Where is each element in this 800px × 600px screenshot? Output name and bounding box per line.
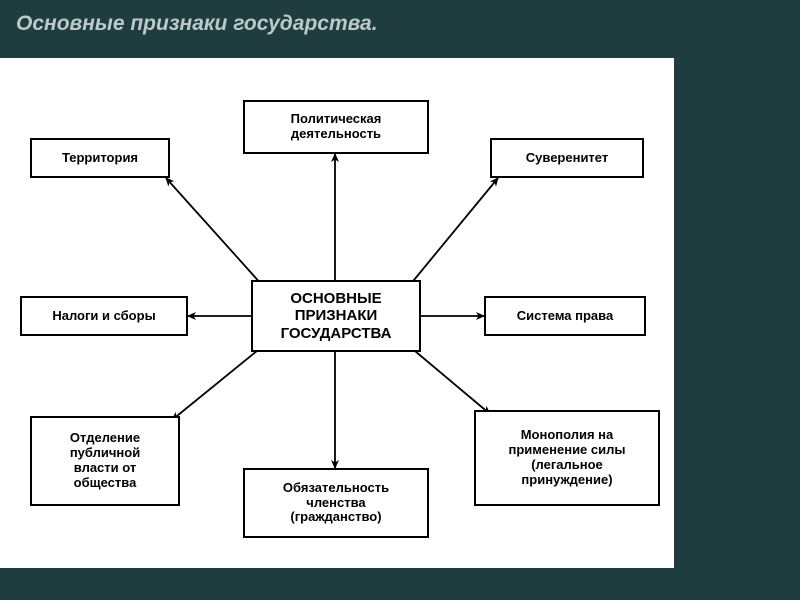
edge-separation	[172, 346, 263, 420]
node-separation: Отделениепубличнойвласти отобщества	[30, 416, 180, 506]
edge-sovereignty	[409, 178, 498, 286]
edge-territory	[166, 178, 263, 286]
slide: Основные признаки государства. ОСНОВНЫЕП…	[0, 0, 800, 600]
slide-title: Основные признаки государства.	[0, 0, 800, 48]
diagram-area: ОСНОВНЫЕПРИЗНАКИГОСУДАРСТВА Территория По…	[0, 58, 674, 568]
node-lawsystem: Система права	[484, 296, 646, 336]
node-taxes: Налоги и сборы	[20, 296, 188, 336]
node-membership: Обязательностьчленства(гражданство)	[243, 468, 429, 538]
node-sovereignty: Суверенитет	[490, 138, 644, 178]
center-node: ОСНОВНЫЕПРИЗНАКИГОСУДАРСТВА	[251, 280, 421, 352]
node-territory: Территория	[30, 138, 170, 178]
edge-monopoly	[409, 346, 490, 414]
node-political: Политическаядеятельность	[243, 100, 429, 154]
node-monopoly: Монополия наприменение силы(легальноепри…	[474, 410, 660, 506]
